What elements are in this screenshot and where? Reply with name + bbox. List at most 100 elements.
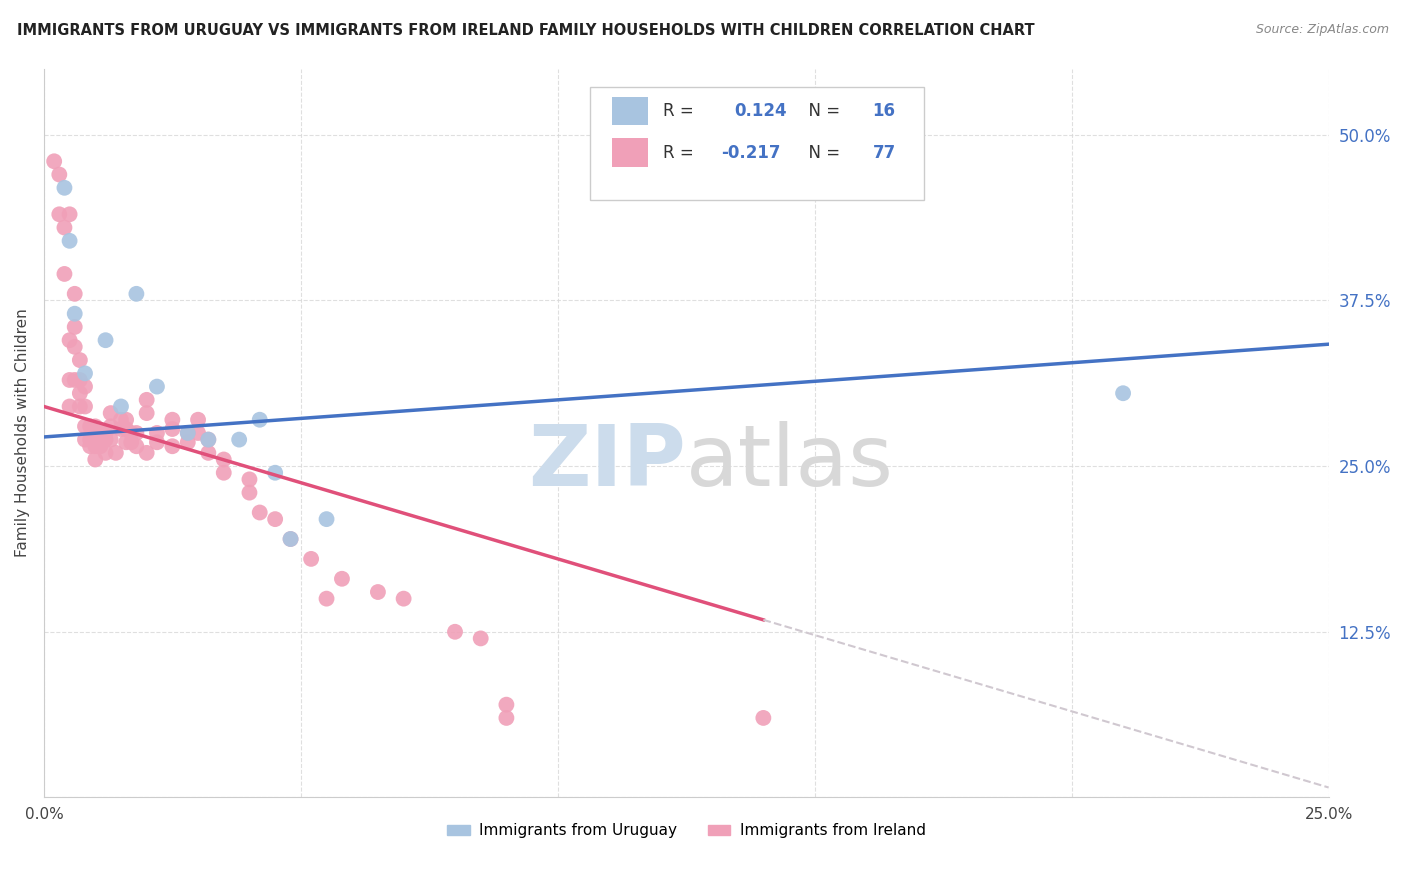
Point [48, 168, 70, 182]
Point [238, 472, 260, 486]
Point [48, 207, 70, 221]
Point [280, 532, 302, 546]
Point [100, 406, 122, 420]
Point [100, 419, 122, 434]
Point [392, 591, 415, 606]
Y-axis label: Family Households with Children: Family Households with Children [15, 309, 30, 558]
Point [249, 413, 271, 427]
Point [44, 154, 66, 169]
Text: R =: R = [664, 102, 704, 120]
Text: -0.217: -0.217 [721, 144, 780, 161]
FancyBboxPatch shape [612, 97, 648, 126]
Text: 16: 16 [873, 102, 896, 120]
Point [94, 433, 117, 447]
Text: IMMIGRANTS FROM URUGUAY VS IMMIGRANTS FROM IRELAND FAMILY HOUSEHOLDS WITH CHILDR: IMMIGRANTS FROM URUGUAY VS IMMIGRANTS FR… [17, 23, 1035, 38]
Point [79, 439, 101, 453]
Point [212, 466, 235, 480]
Point [1112, 386, 1135, 401]
Point [162, 439, 184, 453]
Point [299, 552, 322, 566]
Text: R =: R = [664, 144, 699, 161]
Point [495, 698, 517, 712]
Point [94, 446, 117, 460]
Point [69, 386, 91, 401]
Text: Source: ZipAtlas.com: Source: ZipAtlas.com [1256, 23, 1389, 37]
Point [110, 422, 132, 436]
Point [89, 439, 111, 453]
Text: atlas: atlas [686, 421, 894, 504]
Point [238, 485, 260, 500]
Text: 0.124: 0.124 [734, 102, 786, 120]
Point [280, 532, 302, 546]
Point [69, 353, 91, 368]
Point [120, 425, 142, 440]
Point [89, 425, 111, 440]
Point [79, 433, 101, 447]
Point [110, 400, 132, 414]
Text: N =: N = [799, 102, 845, 120]
Point [73, 419, 96, 434]
Point [264, 466, 287, 480]
Point [110, 413, 132, 427]
Point [162, 413, 184, 427]
Point [444, 624, 467, 639]
Point [69, 400, 91, 414]
Point [104, 446, 127, 460]
Point [162, 422, 184, 436]
Point [495, 711, 517, 725]
Point [58, 373, 80, 387]
Point [177, 425, 200, 440]
Point [197, 446, 219, 460]
Point [115, 413, 138, 427]
Point [120, 435, 142, 450]
Point [197, 433, 219, 447]
Point [135, 392, 157, 407]
Point [63, 320, 86, 334]
Point [752, 711, 775, 725]
Point [63, 340, 86, 354]
Text: 77: 77 [873, 144, 896, 161]
Point [73, 367, 96, 381]
Point [470, 632, 492, 646]
FancyBboxPatch shape [612, 138, 648, 167]
Point [125, 425, 148, 440]
Point [94, 333, 117, 347]
Point [125, 286, 148, 301]
Point [249, 506, 271, 520]
Point [53, 220, 76, 235]
Point [53, 267, 76, 281]
Point [330, 572, 353, 586]
Point [315, 512, 337, 526]
Point [146, 425, 169, 440]
Point [367, 585, 389, 599]
FancyBboxPatch shape [591, 87, 924, 200]
Point [264, 512, 287, 526]
Point [135, 446, 157, 460]
Point [177, 425, 200, 440]
Point [315, 591, 337, 606]
Point [58, 400, 80, 414]
Legend: Immigrants from Uruguay, Immigrants from Ireland: Immigrants from Uruguay, Immigrants from… [441, 817, 932, 845]
Point [115, 435, 138, 450]
Text: ZIP: ZIP [529, 421, 686, 504]
Point [84, 419, 107, 434]
Point [58, 207, 80, 221]
Point [58, 234, 80, 248]
Point [84, 452, 107, 467]
Point [100, 433, 122, 447]
Point [63, 307, 86, 321]
Point [135, 406, 157, 420]
Point [84, 439, 107, 453]
Point [69, 373, 91, 387]
Point [63, 286, 86, 301]
Point [53, 181, 76, 195]
Text: N =: N = [799, 144, 845, 161]
Point [79, 419, 101, 434]
Point [197, 433, 219, 447]
Point [73, 379, 96, 393]
Point [177, 435, 200, 450]
Point [115, 422, 138, 436]
Point [187, 413, 209, 427]
Point [228, 433, 250, 447]
Point [84, 433, 107, 447]
